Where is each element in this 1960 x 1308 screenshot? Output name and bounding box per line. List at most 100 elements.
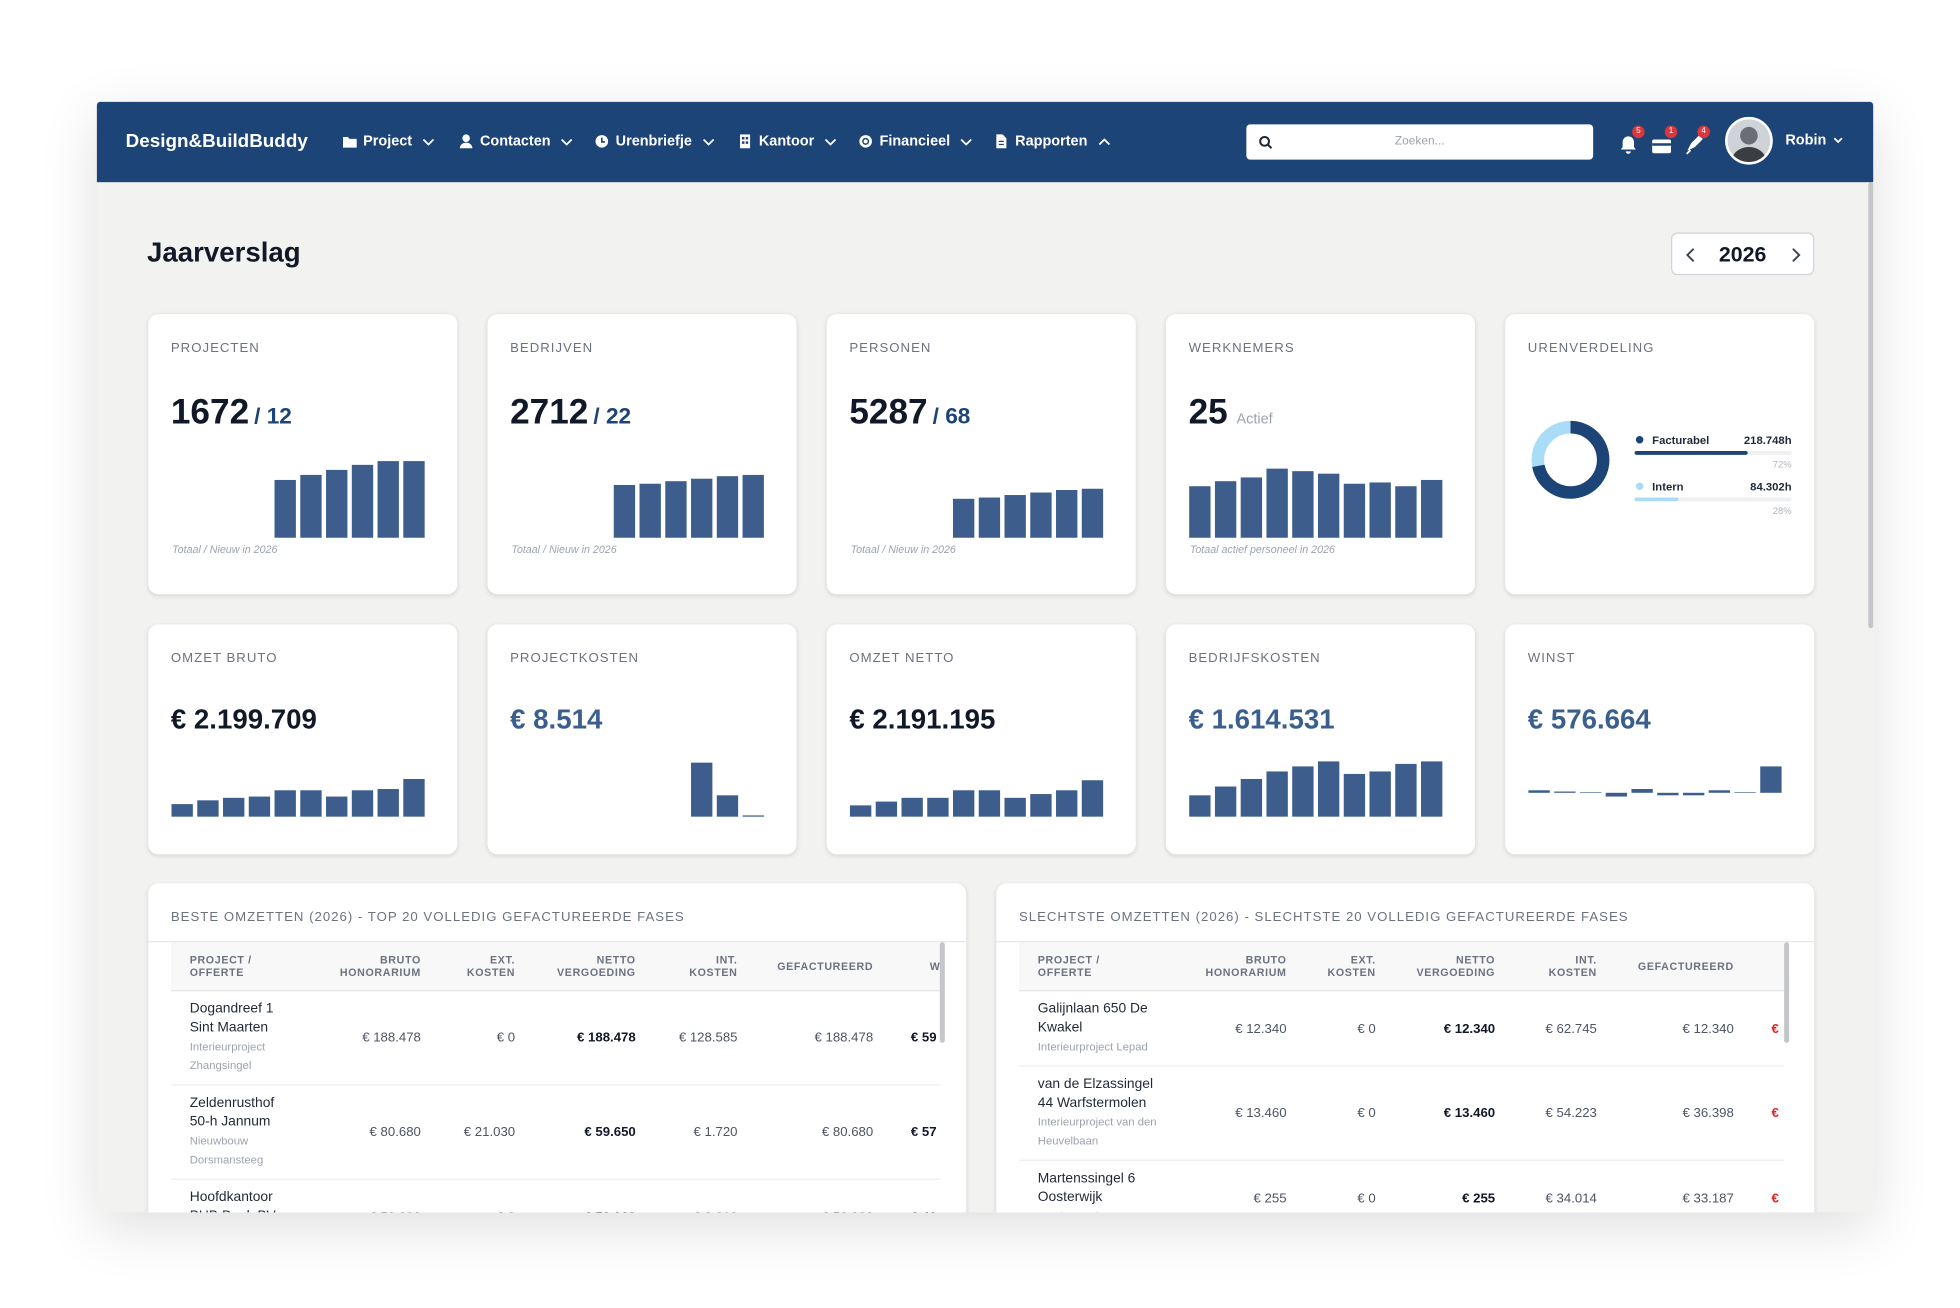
nav-item[interactable]: Project: [342, 133, 435, 149]
card-caption: Totaal actief personeel in 2026: [1189, 542, 1335, 556]
donut-segment: [1531, 420, 1610, 499]
prev-year[interactable]: [1685, 246, 1698, 264]
spark-bar: [1420, 761, 1443, 817]
card-label: PERSONEN: [849, 340, 932, 356]
spark-bar: [1030, 492, 1052, 538]
project-name: Galijnlaan 650 De Kwakel: [1037, 1001, 1148, 1036]
spark-bar: [613, 484, 636, 538]
progress-bar: [1634, 497, 1679, 502]
spark-bar: [377, 461, 399, 538]
table-cell: € 59: [910, 1030, 937, 1046]
project-cell: Zeldenrusthof 50-h Jannum Nieuwbouw Dorsm…: [190, 1094, 293, 1169]
table-cell: €: [1771, 1105, 1779, 1121]
column-header: BRUTO HONORARIUM: [339, 953, 421, 979]
project-sub: Interieurproject: [1038, 1207, 1164, 1213]
year: 2026: [1718, 242, 1767, 267]
card-label: PROJECTEN: [170, 340, 260, 356]
project-name: Zeldenrusthof 50-h Jannum: [189, 1095, 275, 1130]
table-cell: € 59.000: [370, 1209, 421, 1212]
spark-bar: [403, 461, 425, 538]
hours-card: URENVERDELING Facturabel 218.748h 72% Intern…: [1505, 314, 1815, 595]
table-scrollbar[interactable]: [1784, 942, 1790, 1043]
sparkline: [1528, 766, 1782, 797]
search-box[interactable]: Zoeken...: [1246, 124, 1594, 160]
legend-percent: 72%: [1773, 458, 1792, 469]
project-name: Hoofdkantoor BHB Bank BV: [189, 1189, 276, 1213]
spark-bar: [1528, 790, 1550, 793]
spark-bar: [927, 797, 949, 817]
stat-card: WERKNEMERS 25 Actief Totaal actief personee…: [1165, 314, 1476, 595]
card-value: € 576.664: [1527, 703, 1651, 735]
project-sub: Interieurproject van den Heuvelbaan: [1037, 1115, 1157, 1148]
project-name: Martenssingel 6 Oosterwijk: [1037, 1170, 1136, 1205]
chevron: [702, 138, 714, 146]
table-cell: € 188.478: [577, 1030, 636, 1046]
spark-bar: [1292, 766, 1314, 817]
nav-item[interactable]: Contacten: [459, 133, 574, 149]
table-row: Martenssingel 6 Oosterwijk Interieurproje…: [1019, 1161, 1784, 1213]
spark-bar: [691, 762, 713, 817]
avatar[interactable]: [1725, 116, 1773, 165]
table-cell: € 0: [1357, 1190, 1376, 1206]
column-header: GEFACTUREERD: [777, 959, 874, 973]
donut-chart: Facturabel 218.748h 72% Intern 84.302h 28%: [1531, 420, 1792, 516]
nav-item[interactable]: Financieel: [858, 133, 973, 149]
notification-badge: 4: [1697, 125, 1710, 139]
card-value: € 2.199.709: [170, 703, 317, 735]
table-cell: € 41: [911, 1209, 937, 1212]
spark-bar: [1760, 766, 1782, 793]
spark-bar: [1266, 771, 1288, 817]
project-sub: Nieuwbouw Dorsmansteeg: [189, 1134, 264, 1166]
spark-bar: [300, 790, 322, 817]
table-scrollbar[interactable]: [939, 942, 945, 1043]
spark-bar: [1682, 792, 1705, 796]
spark-bar: [691, 478, 713, 538]
nav-item[interactable]: Urenbriefje: [594, 133, 714, 149]
spark-bar: [197, 800, 219, 817]
table-row: van de Elzassingel 44 Warfstermolen Inter…: [1018, 1067, 1785, 1161]
project-cell: Martenssingel 6 Oosterwijk Interieurproje…: [1037, 1170, 1164, 1213]
brand[interactable]: Design&BuildBuddy: [125, 130, 308, 153]
chevron: [422, 138, 435, 146]
spark-bar: [1056, 489, 1078, 538]
card-label: WERKNEMERS: [1188, 340, 1295, 356]
column-header: INT. KOSTEN: [1548, 953, 1597, 979]
divider: [996, 941, 1815, 943]
table-cell: € 1.720: [693, 1124, 738, 1140]
spark-bar: [1554, 791, 1576, 793]
spark-bar: [901, 797, 923, 817]
new-count: / 22: [593, 403, 632, 429]
spark-bar: [1631, 789, 1653, 793]
spark-bar: [849, 805, 872, 817]
table-cell: €: [1771, 1190, 1779, 1206]
nav-item[interactable]: Rapporten: [994, 133, 1110, 149]
card-value: 2712/ 22: [510, 392, 631, 432]
user-name: Robin: [1785, 133, 1827, 149]
card-value: 5287/ 68: [849, 392, 970, 432]
nav-item-label: Rapporten: [1015, 133, 1088, 149]
legend-hours: 218.748h: [1744, 435, 1792, 447]
spark-bar: [952, 498, 975, 538]
spark-bar: [351, 790, 374, 817]
money-card: OMZET NETTO € 2.191.195: [826, 624, 1136, 855]
table: PROJECT / OFFERTE BRUTO HONORARIUM EXT. KO…: [1018, 942, 1785, 1213]
table-cell: € 12.340: [1682, 1020, 1734, 1036]
spark-bar: [1605, 792, 1628, 797]
money-card: BEDRIJFSKOSTEN € 1.614.531: [1165, 624, 1476, 855]
scrollbar[interactable]: [1868, 182, 1874, 629]
user-menu[interactable]: Robin: [1785, 133, 1842, 148]
column-header: PROJECT / OFFERTE: [1037, 953, 1100, 979]
next-year[interactable]: [1789, 246, 1802, 264]
nav-item[interactable]: Kantoor: [738, 133, 837, 149]
card-label: OMZET BRUTO: [170, 650, 278, 666]
navbar: Design&BuildBuddy Zoeken... Robin Projec…: [96, 101, 1874, 183]
project-cell: Hoofdkantoor BHB Bank BVVerbouwing: [190, 1189, 293, 1213]
card-caption: Totaal / Nieuw in 2026: [850, 542, 956, 556]
table-cell: € 57: [910, 1124, 937, 1140]
total: 1672: [170, 391, 250, 431]
spark-bar: [274, 790, 296, 817]
table-cell: € 54.223: [1545, 1105, 1597, 1121]
spark-bar: [403, 778, 425, 817]
spark-bar: [351, 464, 374, 538]
nav-icon: [459, 134, 473, 149]
